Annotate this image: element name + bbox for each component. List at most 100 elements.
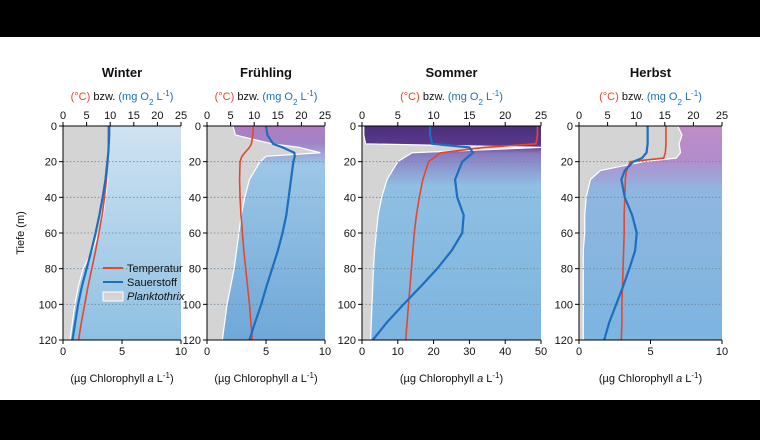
x-tick-label: 5 — [119, 346, 125, 358]
y-tick-label: 60 — [189, 228, 201, 240]
chlorophyll-area — [578, 125, 683, 341]
x2-tick-label: 15 — [272, 110, 284, 122]
x2-axis-label-part: bzw. — [90, 91, 118, 103]
x-axis-label-part: a — [477, 373, 483, 385]
x2-axis-label: (°C) bzw. (mg O2 L-1) — [71, 89, 174, 107]
y-tick-label: 80 — [561, 264, 573, 276]
legend-label: Temperatur — [127, 263, 183, 275]
x2-axis-label-part: (°C) — [71, 91, 91, 103]
x-tick-label: 20 — [427, 346, 439, 358]
x2-tick-label: 20 — [151, 110, 163, 122]
y-tick-label: 120 — [338, 335, 356, 347]
x-axis-label-part: L — [483, 373, 492, 385]
x2-tick-label: 0 — [359, 110, 365, 122]
x2-tick-label: 5 — [84, 110, 90, 122]
x2-axis-label: (°C) bzw. (mg O2 L-1) — [599, 89, 702, 107]
y-tick-label: 120 — [183, 335, 201, 347]
x2-axis-label-part: (mg O — [118, 91, 149, 103]
x-axis-label-part: ) — [699, 373, 703, 385]
x-tick-label: 10 — [319, 346, 331, 358]
y-tick-label: 100 — [338, 299, 356, 311]
x-axis-label: (µg Chlorophyll a L-1) — [599, 371, 702, 386]
x-axis-label-part: ) — [170, 373, 174, 385]
x2-axis-label-part: bzw. — [619, 91, 647, 103]
x-axis-label-part: ) — [314, 373, 318, 385]
x-axis-label-part: (µg Chlorophyll — [599, 373, 676, 385]
y-tick-label: 100 — [555, 299, 573, 311]
temperature-line — [404, 126, 539, 341]
x2-axis-label-part: bzw. — [234, 91, 262, 103]
x-axis-label-part: L — [298, 373, 307, 385]
x2-tick-label: 0 — [576, 110, 582, 122]
y-tick-label: 60 — [561, 228, 573, 240]
x2-axis-label: (°C) bzw. (mg O2 L-1) — [400, 89, 503, 107]
x-tick-label: 5 — [263, 346, 269, 358]
x2-tick-label: 15 — [128, 110, 140, 122]
x2-tick-label: 10 — [427, 110, 439, 122]
x-axis-label-part: -1 — [307, 371, 315, 380]
x2-tick-label: 25 — [535, 110, 547, 122]
x2-tick-label: 20 — [295, 110, 307, 122]
x-tick-label: 10 — [716, 346, 728, 358]
x2-tick-label: 5 — [605, 110, 611, 122]
legend-swatch — [102, 291, 124, 302]
x2-axis-label-part: -1 — [691, 89, 699, 98]
panel-title: Herbst — [630, 65, 672, 80]
x-tick-label: 0 — [60, 346, 66, 358]
oxygen-line — [603, 126, 649, 341]
y-tick-label: 120 — [555, 335, 573, 347]
y-tick-label: 100 — [183, 299, 201, 311]
x2-axis-label-part: 2 — [478, 98, 483, 107]
x2-axis-label-part: ) — [314, 91, 318, 103]
x2-tick-label: 10 — [248, 110, 260, 122]
temperature-line — [238, 125, 255, 341]
x2-axis-label-part: L — [483, 91, 492, 103]
x2-tick-label: 20 — [499, 110, 511, 122]
x2-axis-label-part: (°C) — [599, 91, 619, 103]
x2-axis-label-part: L — [153, 91, 162, 103]
x2-tick-label: 0 — [204, 110, 210, 122]
x2-axis-label-part: bzw. — [420, 91, 448, 103]
y-tick-label: 0 — [567, 121, 573, 133]
x-axis-label-part: -1 — [492, 371, 500, 380]
x-tick-label: 50 — [535, 346, 547, 358]
y-tick-label: 40 — [561, 192, 573, 204]
x2-tick-label: 10 — [104, 110, 116, 122]
x-axis-label-part: a — [676, 373, 682, 385]
x-axis-label-part: ) — [500, 373, 504, 385]
x2-axis-label-part: 2 — [293, 98, 298, 107]
x2-axis-label-part: ) — [499, 91, 503, 103]
x-tick-label: 0 — [204, 346, 210, 358]
x2-tick-label: 15 — [463, 110, 475, 122]
y-tick-label: 60 — [344, 228, 356, 240]
x2-axis-label-part: (°C) — [215, 91, 235, 103]
y-tick-label: 20 — [561, 157, 573, 169]
x2-axis-label-part: -1 — [307, 89, 315, 98]
y-tick-label: 80 — [344, 264, 356, 276]
x2-axis-label-part: ) — [170, 91, 174, 103]
x-axis-label: (µg Chlorophyll a L-1) — [400, 371, 503, 386]
y-tick-label: 20 — [45, 157, 57, 169]
panel-title: Frühling — [240, 65, 292, 80]
x2-axis-label-part: (mg O — [647, 91, 678, 103]
y-tick-label: 0 — [51, 121, 57, 133]
x-axis-label: (µg Chlorophyll a L-1) — [70, 371, 173, 386]
x2-axis-label-part: L — [297, 91, 306, 103]
x-axis-label-part: (µg Chlorophyll — [70, 373, 147, 385]
x-axis-label-part: -1 — [691, 371, 699, 380]
legend-label: Sauerstoff — [127, 277, 178, 289]
x2-axis-label-part: -1 — [163, 89, 171, 98]
y-tick-label: 40 — [344, 192, 356, 204]
x-axis-label-part: -1 — [163, 371, 171, 380]
y-axis-label: Tiefe (m) — [15, 211, 27, 255]
x-tick-label: 30 — [463, 346, 475, 358]
x-axis-label-part: a — [292, 373, 298, 385]
x2-tick-label: 25 — [716, 110, 728, 122]
y-tick-label: 80 — [45, 264, 57, 276]
y-tick-label: 60 — [45, 228, 57, 240]
x2-tick-label: 10 — [630, 110, 642, 122]
x2-axis-label-part: ) — [698, 91, 702, 103]
x2-tick-label: 5 — [395, 110, 401, 122]
x2-tick-label: 20 — [687, 110, 699, 122]
